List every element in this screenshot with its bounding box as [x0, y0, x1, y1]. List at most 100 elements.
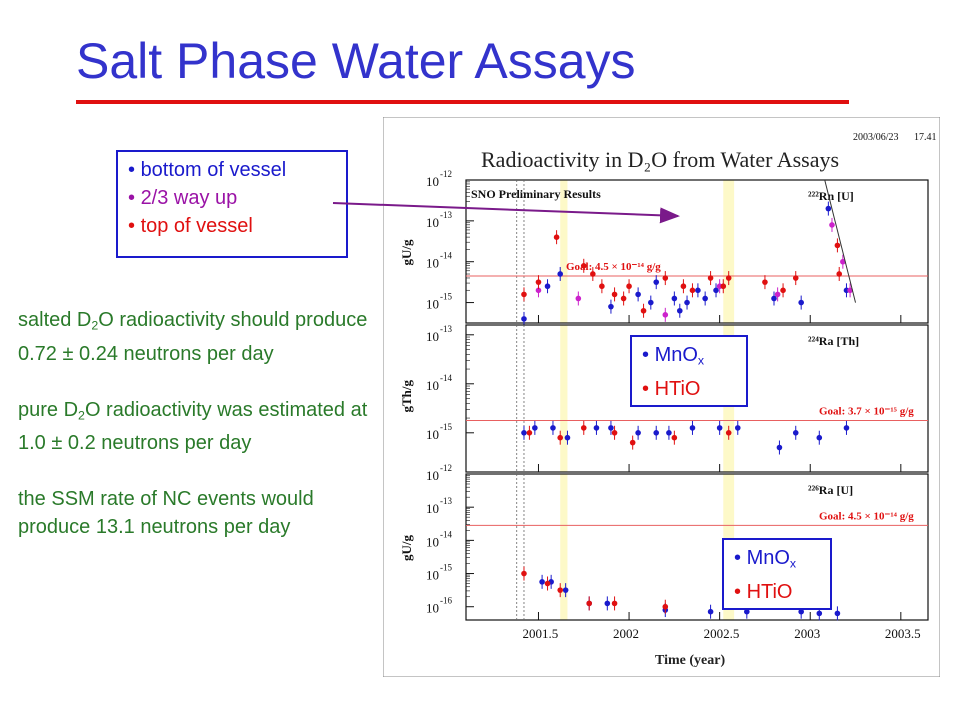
x-axis-label: Time (year)	[655, 653, 725, 668]
data-point	[695, 287, 701, 294]
panel-frame	[465, 179, 929, 324]
data-point	[684, 299, 690, 306]
data-point	[532, 425, 538, 431]
y-tick-label: -13	[440, 496, 452, 506]
data-point	[713, 287, 719, 294]
data-point	[553, 234, 560, 240]
data-point	[702, 295, 708, 302]
x-tick-label: 2002.5	[704, 626, 740, 641]
slide-title: Salt Phase Water Assays	[76, 33, 636, 89]
x-tick-label: 2003.5	[885, 626, 921, 641]
data-point	[620, 295, 627, 302]
highlight-band	[560, 325, 568, 472]
data-point	[608, 303, 614, 310]
data-point	[744, 608, 750, 615]
data-point	[586, 600, 592, 607]
data-point	[666, 430, 672, 436]
y-tick-label: -15	[440, 292, 452, 302]
data-point	[671, 295, 678, 302]
data-point	[521, 316, 527, 322]
y-tick-base: 10	[426, 174, 439, 189]
data-point	[840, 258, 846, 265]
y-tick-base: 10	[426, 329, 439, 344]
y-tick-base: 10	[426, 427, 439, 442]
data-point	[611, 430, 618, 436]
data-point	[843, 425, 850, 431]
data-point	[653, 279, 660, 285]
data-point	[635, 430, 641, 436]
data-point	[792, 275, 799, 281]
data-point	[829, 222, 835, 228]
data-point	[792, 430, 799, 436]
legend-item-mnox: MnOx	[734, 544, 830, 578]
y-axis-label: gU/g	[399, 239, 414, 266]
data-point	[662, 603, 669, 610]
data-point	[521, 430, 527, 436]
data-point	[676, 307, 683, 314]
data-point	[604, 600, 611, 607]
data-point	[834, 610, 841, 617]
data-point	[599, 283, 605, 290]
x-tick-label: 2003	[794, 626, 820, 641]
data-point	[707, 275, 714, 281]
y-tick-label: -12	[440, 169, 452, 179]
highlight-band	[723, 180, 735, 323]
data-point	[689, 287, 696, 294]
plot-subtitle: SNO Preliminary Results	[471, 187, 601, 201]
notes-text: salted D2O radioactivity should produce …	[18, 306, 386, 569]
legend-item-top: top of vessel	[128, 212, 346, 240]
highlight-band	[560, 474, 568, 620]
data-point	[734, 425, 741, 431]
decay-fit-line	[824, 179, 857, 303]
data-point	[593, 425, 600, 431]
data-point	[539, 579, 545, 585]
note-pure: pure D2O radioactivity was estimated at …	[18, 398, 368, 455]
data-point	[562, 587, 569, 593]
plot-title: Radioactivity in D₂O from Water Assays	[481, 147, 839, 172]
panel-isotope-label: ²²²Rn [U]	[808, 189, 854, 203]
y-axis-label: gU/g	[399, 535, 414, 562]
panel-legend-ra-th: MnOx HTiO	[630, 335, 748, 407]
data-point	[707, 608, 714, 615]
y-tick-base: 10	[426, 378, 439, 393]
data-point	[816, 610, 823, 617]
y-tick-label: -16	[440, 596, 452, 606]
data-point	[629, 439, 636, 446]
y-tick-label: -14	[440, 373, 452, 383]
x-tick-label: 2001.5	[522, 626, 558, 641]
data-point	[557, 434, 564, 441]
y-tick-label: -13	[440, 324, 452, 334]
data-point	[535, 279, 542, 285]
vessel-position-legend: bottom of vessel 2/3 way up top of vesse…	[116, 150, 348, 258]
y-tick-label: -13	[440, 210, 452, 220]
panel-frame	[465, 473, 929, 621]
data-point	[535, 287, 542, 294]
panel-legend-ra-u: MnOx HTiO	[722, 538, 832, 610]
data-point	[816, 434, 823, 441]
y-tick-label: -14	[440, 251, 452, 261]
plot-timestamp: 2003/06/23	[853, 132, 899, 143]
data-point	[725, 275, 732, 281]
data-point	[635, 291, 641, 298]
y-tick-label: -12	[440, 463, 452, 473]
data-point	[611, 291, 618, 298]
panel-isotope-label: ²²⁶Ra [U]	[808, 483, 853, 497]
data-point	[798, 608, 804, 615]
legend-item-htio: HTiO	[734, 578, 830, 606]
y-tick-label: -15	[440, 422, 452, 432]
highlight-band	[560, 180, 568, 323]
data-point	[550, 425, 556, 431]
y-tick-base: 10	[426, 215, 439, 230]
data-point	[580, 263, 587, 269]
data-point	[575, 295, 582, 302]
data-point	[521, 291, 527, 298]
y-axis-label: gTh/g	[399, 379, 414, 412]
data-point	[716, 425, 723, 431]
data-point	[762, 279, 768, 285]
y-tick-label: -14	[440, 529, 452, 539]
goal-label: Goal: 3.7 × 10⁻¹⁵ g/g	[819, 406, 914, 418]
data-point	[836, 271, 843, 277]
data-point	[774, 291, 781, 298]
y-tick-base: 10	[426, 297, 439, 312]
data-point	[834, 242, 841, 249]
